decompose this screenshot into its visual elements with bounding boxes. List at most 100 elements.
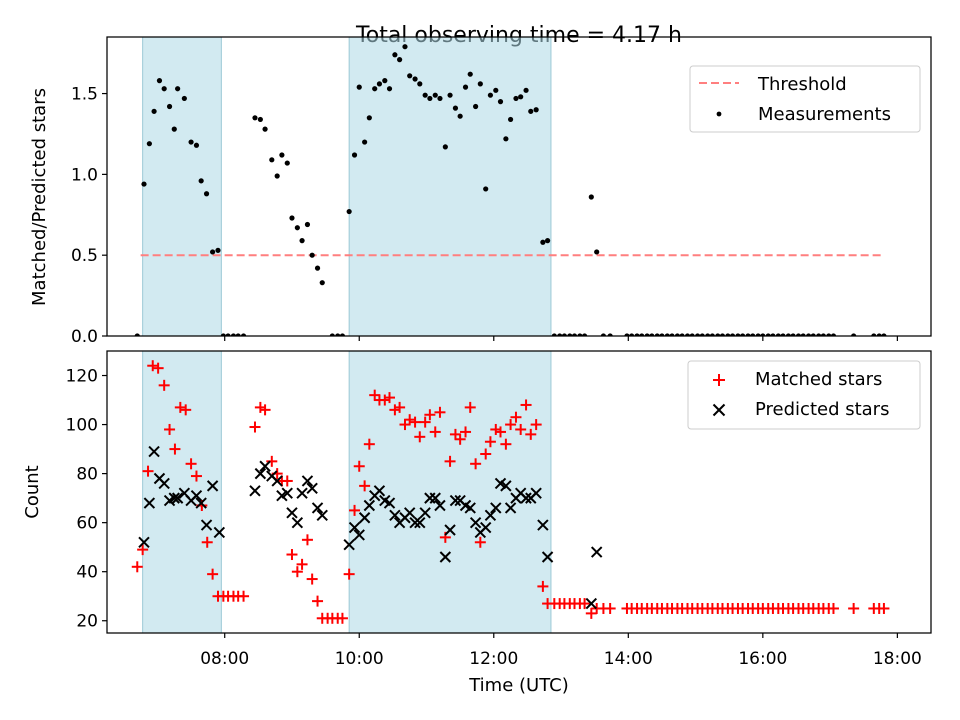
matched-point [137,544,149,556]
measurement-point [497,99,504,105]
matched-point [312,595,324,607]
predicted-point [200,519,213,531]
measurement-point [876,333,882,336]
measurement-point [335,333,341,336]
matched-point [369,389,381,401]
measurement-point [372,86,378,92]
matched-point [363,438,375,450]
matched-point [399,419,411,431]
predicted-point [138,536,150,548]
measurement-point [382,78,388,84]
matched-point [424,409,436,421]
measurement-point [881,333,887,336]
x-tick-label: 10:00 [335,649,384,669]
measurement-point [571,333,578,336]
measurement-point [262,126,268,132]
predicted-point [419,507,431,519]
measurement-point [594,249,600,255]
measurement-point [607,333,613,336]
matched-point [296,558,308,570]
measurement-point [188,139,194,145]
predicted-point [281,487,293,499]
measurement-point [304,221,311,228]
predicted-point [409,516,421,529]
measurement-point [319,280,325,286]
measurement-point [755,333,761,336]
measurement-point [540,239,546,245]
predicted-point [296,487,308,499]
measurement-point [156,78,163,84]
measurement-point [141,181,147,187]
measurement-point [210,249,216,255]
matched-point [174,401,186,413]
measurement-point [437,95,443,102]
predicted-legend-label: Predicted stars [755,399,889,420]
measurement-point [151,108,157,114]
matched-point [142,465,154,477]
matched-point [301,534,313,546]
measurement-point [397,57,403,63]
x-tick-label: 14:00 [604,649,653,669]
measurement-point [523,87,529,93]
predicted-point [348,521,361,534]
matched-point [848,602,860,614]
matched-point [537,580,549,592]
matched-point [147,360,159,372]
measurement-point [299,238,305,244]
predicted-point [383,497,396,509]
ratio-legend-box [689,65,921,133]
measurement-point [362,139,368,145]
matched-point [158,379,170,391]
matched-point [500,438,512,450]
measurement-point [765,333,771,336]
measurement-point [826,333,832,336]
x-tick-label: 16:00 [738,649,787,669]
measurement-point [356,84,362,90]
matched-point [190,470,202,482]
measurement-point [851,333,857,336]
matched-point [201,536,213,548]
matched-point [353,460,365,472]
matched-point [359,480,371,492]
predicted-point [479,521,492,534]
measurement-point [664,333,670,336]
y-tick-label: 60 [76,514,98,534]
predicted-point [585,597,598,610]
matched-point [434,406,446,418]
measurement-point [719,333,726,336]
measurement-point [457,113,463,119]
matched-point [464,401,476,413]
measurement-point [487,92,494,98]
measurement-point [567,333,573,336]
count-legend: Matched stars Predicted stars [687,360,921,430]
measurement-point [240,333,247,336]
matched-point [490,423,502,435]
measurement-point [146,141,152,147]
predicted-point [537,519,549,531]
measurement-point [392,52,398,58]
matched-point [429,426,441,438]
predicted-point [490,502,502,514]
predicted-point [530,487,542,499]
predicted-point [389,509,401,522]
measurement-point [483,186,489,192]
predicted-point [358,512,371,524]
predicted-point [469,516,482,529]
matched-point [484,436,496,448]
predicted-point [520,492,532,504]
measurements-legend-label: Measurements [758,104,891,125]
matched-point [281,475,293,487]
measurement-point [760,333,766,336]
measurement-point [235,333,241,336]
measurement-point [544,238,551,244]
measurement-point [790,333,796,336]
matched-point [291,566,303,578]
matched-point [349,504,361,516]
x-tick-label: 08:00 [200,649,249,669]
count-y-axis-label: Count [22,465,43,518]
measurement-point [528,108,534,114]
measurement-point [193,142,200,148]
measurement-point [795,333,802,336]
matched-point [414,431,426,443]
